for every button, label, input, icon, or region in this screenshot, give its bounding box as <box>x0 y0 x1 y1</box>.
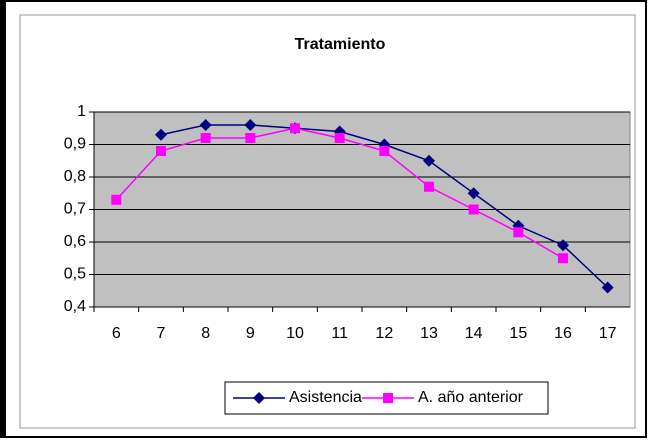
x-tick-label: 13 <box>420 325 438 342</box>
x-tick-label: 15 <box>509 325 527 342</box>
chart-title: Tratamiento <box>295 36 386 53</box>
x-tick-label: 17 <box>599 325 617 342</box>
data-point <box>513 227 524 238</box>
frame-edge <box>1 1 6 437</box>
data-point <box>290 123 300 134</box>
x-tick-label: 12 <box>375 325 393 342</box>
legend-marker <box>253 392 265 404</box>
y-tick-label: 0,4 <box>64 298 86 315</box>
y-tick-label: 0,9 <box>64 136 86 153</box>
chart-area <box>19 14 636 429</box>
data-point <box>155 128 167 141</box>
data-point <box>601 281 614 294</box>
data-point <box>245 133 256 143</box>
data-point <box>424 181 434 192</box>
data-point <box>334 133 345 143</box>
legend-marker <box>383 393 393 403</box>
data-point <box>558 253 568 264</box>
data-point <box>111 194 122 205</box>
data-point <box>423 154 435 167</box>
data-point <box>379 146 390 156</box>
x-tick-label: 10 <box>286 325 304 342</box>
data-point <box>557 239 569 252</box>
x-tick-label: 9 <box>246 325 255 342</box>
x-tick-label: 11 <box>331 325 348 342</box>
data-point <box>156 146 166 156</box>
x-tick-label: 14 <box>465 325 483 342</box>
data-point <box>200 133 211 143</box>
y-tick-label: 0,8 <box>64 168 86 185</box>
y-tick-label: 0,6 <box>64 233 86 250</box>
x-tick-label: 6 <box>112 325 121 342</box>
legend-label: Asistencia <box>289 389 362 406</box>
data-point <box>199 119 212 131</box>
y-tick-label: 1 <box>77 103 86 120</box>
x-tick-label: 16 <box>554 325 572 342</box>
x-tick-label: 7 <box>157 325 166 342</box>
y-tick-label: 0,5 <box>64 266 86 283</box>
data-point <box>467 187 480 200</box>
legend-label: A. año anterior <box>418 389 524 406</box>
data-point <box>468 204 479 215</box>
x-tick-label: 8 <box>201 325 210 342</box>
y-tick-label: 0,7 <box>64 201 86 218</box>
data-point <box>244 119 257 131</box>
